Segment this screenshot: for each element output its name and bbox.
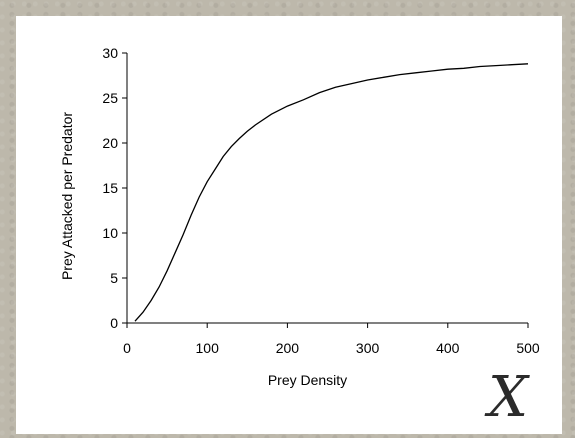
y-tick-label: 25 <box>102 90 118 106</box>
series-line <box>134 63 529 322</box>
x-tick-label: 100 <box>196 340 220 356</box>
y-axis-title: Prey Attacked per Predator <box>59 112 75 280</box>
x-variable-label: X <box>488 365 528 430</box>
y-tick-label: 5 <box>110 270 118 286</box>
figure-panel: 0 5 10 15 20 25 30 0 100 200 300 400 500 Prey Density… <box>16 16 562 434</box>
x-tick-label: 200 <box>276 340 300 356</box>
y-tick-label: 30 <box>102 45 118 61</box>
y-tick-label: 10 <box>102 225 118 241</box>
y-tick-label: 0 <box>110 315 118 331</box>
x-axis-title: Prey Density <box>268 372 347 388</box>
y-tick-label: 15 <box>102 180 118 196</box>
x-tick-label: 400 <box>436 340 460 356</box>
x-tick-label: 300 <box>356 340 380 356</box>
x-tick-label: 0 <box>123 340 131 356</box>
y-tick-label: 20 <box>102 135 118 151</box>
x-tick-label: 500 <box>516 340 540 356</box>
